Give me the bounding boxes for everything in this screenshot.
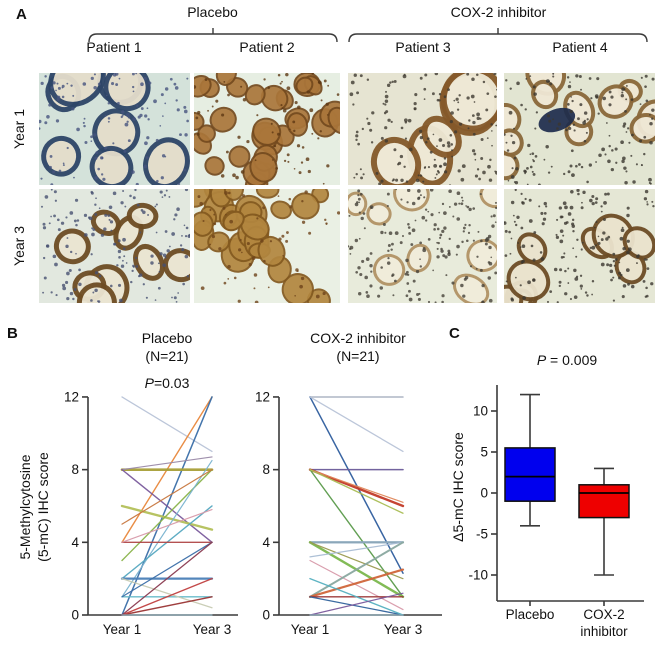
histology-image-patient3-year1: [348, 73, 497, 185]
panel-c-label: C: [449, 325, 460, 342]
b-y-axis-label-line1: 5-Methylcytosine: [17, 454, 33, 560]
svg-text:-5: -5: [476, 527, 488, 542]
b-y-axis-label-line2: (5-mC) IHC score: [34, 452, 51, 562]
c-p-symbol: P: [536, 352, 547, 368]
svg-text:10: 10: [473, 404, 488, 419]
c-p-value: P = 0.009: [492, 352, 642, 368]
c-p-number: = 0.009: [546, 352, 598, 368]
cox2-brace: [348, 28, 648, 43]
b-p-number: =0.03: [153, 375, 190, 391]
delta-boxplot-chart: -10 -5 0 5 10 Placebo COX-2 inhibitor: [468, 385, 644, 639]
b-cox2-title: COX-2 inhibitor (N=21): [283, 330, 433, 365]
histology-image-patient2-year1: [194, 73, 340, 185]
svg-text:Year 3: Year 3: [193, 622, 232, 637]
histology-image-patient3-year3: [348, 189, 497, 303]
svg-text:Year 3: Year 3: [384, 622, 423, 637]
svg-text:inhibitor: inhibitor: [580, 624, 628, 639]
b-placebo-title-line2: (N=21): [145, 347, 189, 364]
svg-text:Year 1: Year 1: [291, 622, 330, 637]
svg-text:Year 1: Year 1: [103, 622, 142, 637]
svg-text:COX-2: COX-2: [583, 607, 624, 622]
svg-text:4: 4: [71, 535, 79, 550]
svg-text:-10: -10: [468, 568, 488, 583]
patient1-label: Patient 1: [86, 39, 142, 55]
group-label-cox2: COX-2 inhibitor: [450, 4, 547, 20]
b-y-axis-label: 5-Methylcytosine (5-mC) IHC score: [17, 392, 53, 622]
panel-a-label: A: [16, 6, 27, 23]
svg-text:12: 12: [255, 389, 270, 404]
svg-text:0: 0: [480, 486, 488, 501]
histology-image-patient2-year3: [194, 189, 340, 303]
row-label-year1: Year 1: [11, 109, 27, 149]
svg-text:Placebo: Placebo: [506, 607, 555, 622]
placebo-brace: [88, 28, 338, 43]
placebo-spaghetti-chart: 0 4 8 12 Year 1 Year 3: [64, 389, 238, 637]
histology-image-patient1-year3: [39, 189, 190, 303]
svg-text:4: 4: [262, 535, 270, 550]
svg-text:0: 0: [262, 608, 270, 623]
svg-text:5: 5: [480, 445, 488, 460]
b-placebo-title: Placebo (N=21): [92, 330, 242, 365]
histology-image-patient4-year1: [504, 73, 655, 185]
panel-b-label: B: [7, 325, 18, 342]
svg-text:0: 0: [71, 608, 79, 623]
row-label-year3: Year 3: [11, 226, 27, 266]
patient2-label: Patient 2: [239, 39, 295, 55]
patient3-label: Patient 3: [395, 39, 451, 55]
b-cox2-title-line2: (N=21): [336, 347, 380, 364]
b-cox2-title-line1: COX-2 inhibitor: [310, 330, 406, 346]
b-placebo-title-line1: Placebo: [141, 330, 193, 346]
svg-text:8: 8: [262, 462, 270, 477]
patient4-label: Patient 4: [552, 39, 608, 55]
b-p-symbol: P: [144, 375, 154, 391]
histology-image-patient4-year3: [504, 189, 655, 303]
b-placebo-p-value: P=0.03: [92, 375, 242, 391]
histology-image-patient1-year1: [39, 73, 190, 185]
svg-text:8: 8: [71, 462, 79, 477]
cox2-spaghetti-chart: 0 4 8 12 Year 1 Year 3: [255, 389, 442, 637]
group-label-placebo: Placebo: [187, 4, 238, 20]
svg-text:12: 12: [64, 389, 79, 404]
